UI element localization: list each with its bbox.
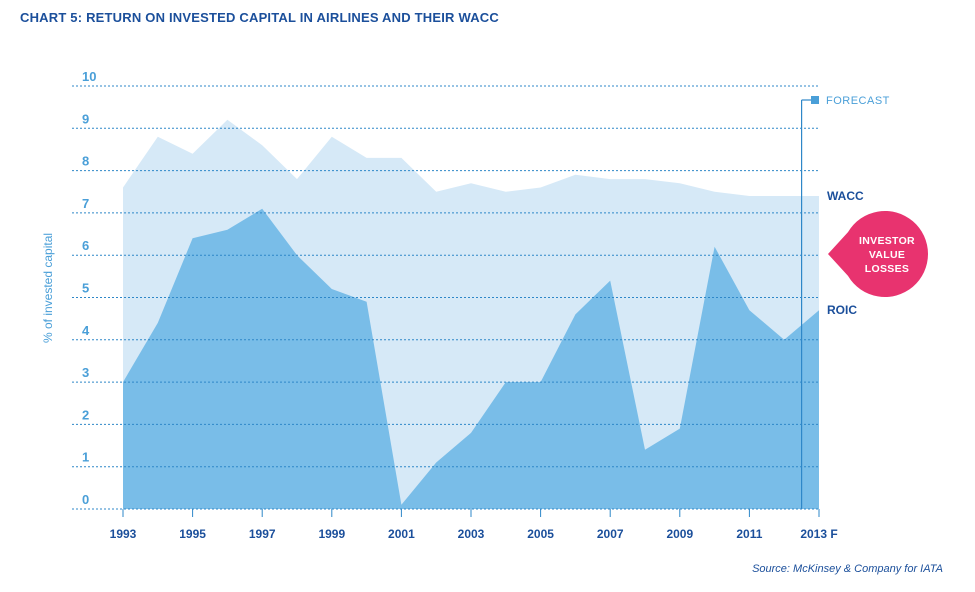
x-tick-label: 2005 [527, 527, 554, 541]
x-tick-label: 1999 [318, 527, 345, 541]
chart-title: CHART 5: RETURN ON INVESTED CAPITAL IN A… [20, 10, 499, 25]
y-tick-label: 0 [82, 492, 89, 507]
y-tick-label: 6 [82, 238, 89, 253]
series-label-wacc: WACC [827, 189, 864, 203]
x-tick-label: 1993 [110, 527, 137, 541]
y-axis-ticks: 0 1 2 3 4 5 6 7 8 9 10 [82, 69, 96, 507]
grid-lines [72, 85, 819, 510]
y-axis-label: % of invested capital [41, 233, 55, 343]
forecast-square-icon [811, 96, 819, 104]
x-tick-label: 2001 [388, 527, 415, 541]
x-axis-ticks: 1993 1995 1997 1999 2001 2003 2005 2007 2009 2011… [110, 509, 838, 541]
y-tick-label: 9 [82, 111, 89, 126]
roic-area [123, 208, 819, 509]
badge-line-2: VALUE [869, 249, 905, 261]
x-tick-label: 2009 [666, 527, 693, 541]
x-tick-label: 2007 [597, 527, 624, 541]
badge-shape [828, 211, 929, 297]
source-note: Source: McKinsey & Company for IATA [752, 563, 943, 575]
investor-value-losses-badge: INVESTOR VALUE LOSSES [828, 211, 929, 297]
series-label-roic: ROIC [827, 303, 857, 317]
x-tick-label: 1995 [179, 527, 206, 541]
y-tick-label: 1 [82, 450, 89, 465]
y-tick-label: 4 [82, 323, 90, 338]
forecast-label: FORECAST [826, 95, 890, 107]
y-tick-label: 5 [82, 281, 89, 296]
badge-line-3: LOSSES [865, 263, 909, 275]
y-tick-label: 8 [82, 154, 89, 169]
x-tick-label: 2013 F [800, 527, 837, 541]
y-tick-label: 7 [82, 196, 89, 211]
x-tick-label: 2011 [736, 527, 762, 541]
y-tick-label: 2 [82, 407, 89, 422]
x-tick-label: 2003 [458, 527, 485, 541]
x-tick-label: 1997 [249, 527, 276, 541]
badge-line-1: INVESTOR [859, 235, 915, 247]
forecast-marker: FORECAST [800, 95, 890, 509]
y-tick-label: 10 [82, 69, 96, 84]
y-tick-label: 3 [82, 365, 89, 380]
